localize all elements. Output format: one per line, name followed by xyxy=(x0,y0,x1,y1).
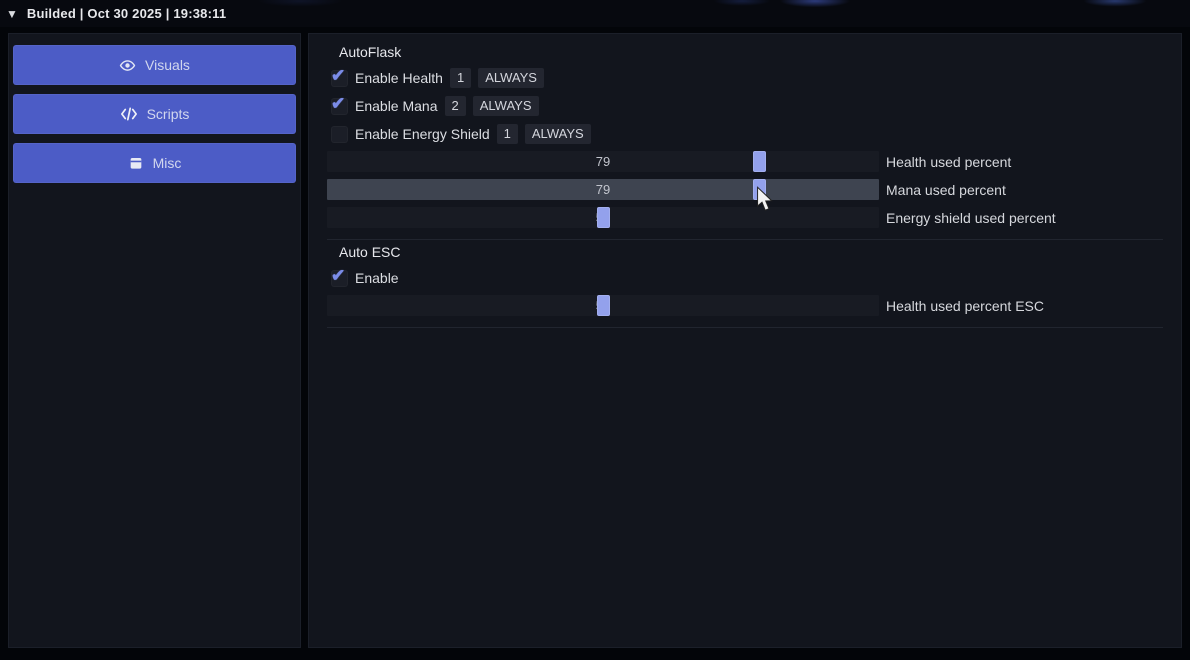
section-separator xyxy=(327,239,1163,240)
sidebar-button-label: Misc xyxy=(152,155,182,171)
section-separator xyxy=(327,327,1163,328)
slider-label: Energy shield used percent xyxy=(886,209,1056,226)
hotkey-badge[interactable]: 1 xyxy=(449,68,472,88)
toggle-row-enable: ✔ Enable xyxy=(327,264,1181,292)
slider-handle[interactable] xyxy=(752,179,766,200)
sidebar-button-label: Visuals xyxy=(145,57,190,73)
code-icon xyxy=(120,106,138,122)
slider-value: 79 xyxy=(595,154,611,169)
eye-icon xyxy=(119,57,136,74)
slider-track-mana-used-percent[interactable]: 79 xyxy=(327,179,879,200)
slider-group: 79 Health used percent 79 Mana used percent… xyxy=(327,151,1181,228)
sidebar-button-visuals[interactable]: Visuals xyxy=(13,45,296,85)
slider-row-health-used-percent: 79 Health used percent xyxy=(327,151,1181,172)
toggle-row-enable-mana: ✔ Enable Mana 2 ALWAYS xyxy=(327,92,1181,120)
topbar: ▼ Builded | Oct 30 2025 | 19:38:11 xyxy=(0,0,1190,27)
toggle-label: Enable Energy Shield xyxy=(355,126,490,142)
sidebar-button-label: Scripts xyxy=(146,106,190,122)
hotkey-badge[interactable]: 2 xyxy=(444,96,466,116)
toggle-label: Enable xyxy=(355,270,399,286)
settings-panel: AutoFlask ✔ Enable Health 1 ALWAYS ✔ Enable Ma… xyxy=(308,33,1182,648)
mode-badge[interactable]: ALWAYS xyxy=(472,96,539,116)
checkmark-icon: ✔ xyxy=(331,65,346,85)
slider-label: Health used percent xyxy=(886,153,1012,170)
slider-track-energy-shield-used-percent[interactable]: 50 xyxy=(327,207,879,228)
checkmark-icon: ✔ xyxy=(331,265,346,285)
slider-handle[interactable] xyxy=(596,207,610,228)
toggle-row-enable-energy-shield: ✔ Enable Energy Shield 1 ALWAYS xyxy=(327,120,1181,148)
toggle-label: Enable Health xyxy=(355,70,443,86)
slider-row-health-used-percent-esc: 50 Health used percent ESC xyxy=(327,295,1181,316)
hotkey-badge[interactable]: 1 xyxy=(496,124,518,144)
slider-track-health-used-percent-esc[interactable]: 50 xyxy=(327,295,879,316)
slider-row-mana-used-percent: 79 Mana used percent xyxy=(327,179,1181,200)
checkbox-enable[interactable]: ✔ xyxy=(331,266,348,287)
slider-row-energy-shield-used-percent: 50 Energy shield used percent xyxy=(327,207,1181,228)
collapse-triangle-icon[interactable]: ▼ xyxy=(6,6,18,21)
sidebar-button-scripts[interactable]: Scripts xyxy=(13,94,296,134)
checkbox-enable-mana[interactable]: ✔ xyxy=(331,94,348,115)
slider-handle[interactable] xyxy=(752,151,766,172)
slider-label: Health used percent ESC xyxy=(886,297,1044,314)
slider-track-health-used-percent[interactable]: 79 xyxy=(327,151,879,172)
toggle-row-enable-health: ✔ Enable Health 1 ALWAYS xyxy=(327,64,1181,92)
slider-handle[interactable] xyxy=(596,295,610,316)
slider-group: 50 Health used percent ESC xyxy=(327,295,1181,316)
checkbox-enable-energy-shield[interactable]: ✔ xyxy=(331,125,348,143)
section-title-auto-esc: Auto ESC xyxy=(339,244,401,260)
section-title-autoflask: AutoFlask xyxy=(339,44,402,60)
sidebar: Visuals Scripts Misc xyxy=(8,33,301,648)
slider-label: Mana used percent xyxy=(886,181,1006,198)
mode-badge[interactable]: ALWAYS xyxy=(478,68,544,88)
checkbox-enable-health[interactable]: ✔ xyxy=(331,66,348,87)
mode-badge[interactable]: ALWAYS xyxy=(524,124,591,144)
box-icon xyxy=(128,155,144,171)
toggle-label: Enable Mana xyxy=(355,98,438,114)
sidebar-button-misc[interactable]: Misc xyxy=(13,143,296,183)
build-title: Builded | Oct 30 2025 | 19:38:11 xyxy=(26,6,227,21)
checkmark-icon: ✔ xyxy=(331,93,346,113)
slider-value: 79 xyxy=(595,182,611,197)
